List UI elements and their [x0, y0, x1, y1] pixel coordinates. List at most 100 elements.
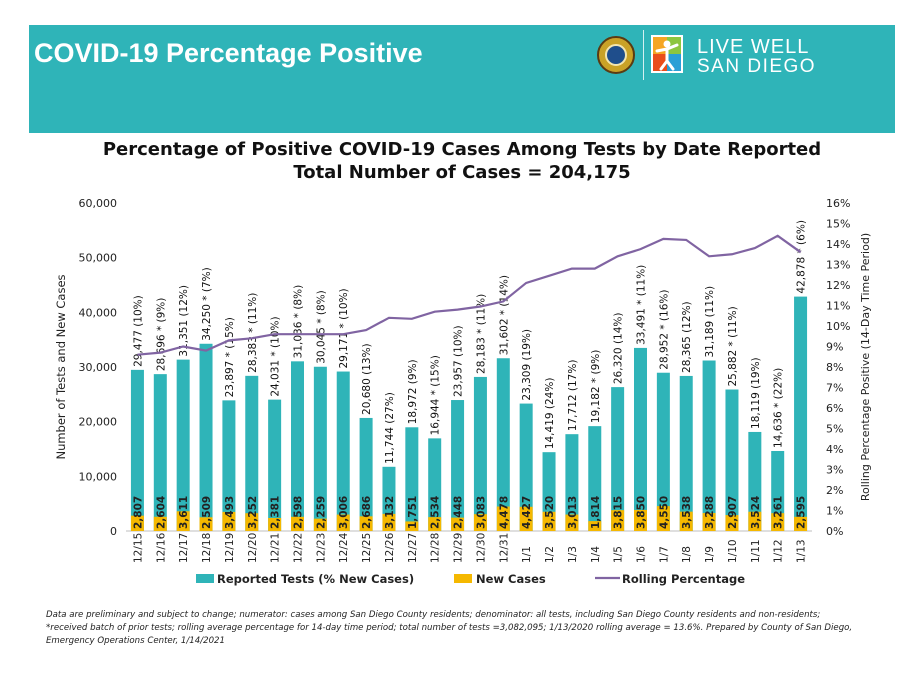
- tests-bar: [748, 431, 762, 531]
- new-cases-bar: [748, 511, 762, 531]
- new-cases-data-label: 3,520: [544, 496, 556, 529]
- tests-data-label: 33,491 * (11%): [636, 265, 648, 345]
- new-cases-data-label: 2,381: [270, 496, 282, 529]
- new-cases-bar: [176, 511, 190, 531]
- tests-bar: [565, 434, 579, 531]
- new-cases-bar: [588, 521, 602, 531]
- x-tick-label: 12/19: [224, 533, 236, 563]
- tests-bar: [222, 400, 236, 531]
- x-tick-label: 12/23: [315, 533, 327, 563]
- new-cases-data-label: 4,427: [521, 496, 533, 529]
- new-cases-data-label: 3,083: [475, 496, 487, 529]
- new-cases-data-label: 3,611: [178, 496, 190, 529]
- new-cases-bar: [656, 506, 670, 531]
- tests-data-label: 14,636 * (22%): [773, 368, 785, 448]
- new-cases-bar: [771, 513, 785, 531]
- new-cases-data-label: 2,448: [453, 496, 465, 529]
- new-cases-bar: [268, 517, 282, 531]
- x-tick-label: 1/10: [727, 539, 739, 563]
- y-tick-label: 50,000: [79, 252, 118, 265]
- new-cases-data-label: 3,132: [384, 496, 396, 529]
- x-tick-label: 1/4: [590, 546, 602, 563]
- new-cases-data-label: 3,538: [681, 496, 693, 529]
- tests-bar: [542, 452, 556, 531]
- logo-text-san-diego: SAN DIEGO: [697, 56, 817, 77]
- tests-data-label: 34,250 * (7%): [201, 267, 213, 341]
- x-tick-label: 1/1: [521, 546, 533, 563]
- x-tick-label: 12/22: [293, 533, 305, 563]
- y-tick-label: 60,000: [79, 197, 118, 210]
- new-cases-bar: [313, 518, 327, 531]
- tests-bar: [313, 366, 327, 531]
- new-cases-bar: [245, 513, 259, 531]
- new-cases-bar: [359, 516, 373, 531]
- tests-bar: [611, 387, 625, 531]
- tests-bar: [725, 389, 739, 531]
- new-cases-data-label: 1,814: [590, 496, 602, 529]
- x-tick-label: 12/15: [132, 533, 144, 563]
- tests-data-label: 18,119 (19%): [750, 357, 762, 429]
- tests-data-label: 26,320 (14%): [613, 313, 625, 385]
- tests-bar: [656, 372, 670, 531]
- tests-bar: [794, 296, 808, 531]
- tests-data-label: 29,477 (10%): [132, 295, 144, 367]
- tests-bar: [451, 400, 465, 531]
- x-tick-label: 12/31: [498, 533, 510, 563]
- chart-subtitle: Total Number of Cases = 204,175: [293, 162, 631, 183]
- new-cases-data-label: 3,261: [773, 496, 785, 529]
- new-cases-bar: [725, 515, 739, 531]
- new-cases-data-label: 3,850: [636, 496, 648, 529]
- tests-bar: [702, 360, 716, 531]
- y-tick-label: 0: [110, 525, 117, 538]
- new-cases-bar: [428, 517, 442, 531]
- x-tick-label: 12/17: [178, 533, 190, 563]
- y2-tick-label: 11%: [826, 300, 850, 313]
- tests-data-label: 28,952 * (16%): [658, 290, 670, 370]
- new-cases-bar: [611, 510, 625, 531]
- y-tick-label: 30,000: [79, 361, 118, 374]
- legend-swatch-new-cases: [454, 574, 472, 583]
- y2-tick-label: 14%: [826, 238, 850, 251]
- new-cases-bar: [199, 517, 213, 531]
- new-cases-data-label: 3,815: [613, 496, 625, 529]
- x-tick-label: 12/27: [407, 533, 419, 563]
- new-cases-bar: [473, 514, 487, 531]
- tests-bar: [679, 375, 693, 531]
- y2-tick-label: 3%: [826, 464, 843, 477]
- new-cases-bar: [222, 511, 236, 531]
- x-tick-label: 1/5: [613, 546, 625, 563]
- legend-swatch-tests: [196, 574, 214, 583]
- tests-bar: [291, 361, 304, 531]
- new-cases-data-label: 3,013: [567, 496, 579, 529]
- tests-bar: [519, 403, 533, 531]
- y2-tick-label: 2%: [826, 484, 843, 497]
- new-cases-data-label: 2,604: [155, 496, 167, 529]
- x-tick-label: 12/30: [475, 533, 487, 563]
- new-cases-data-label: 1,751: [407, 496, 419, 529]
- y2-tick-label: 8%: [826, 361, 843, 374]
- tests-data-label: 30,045 * (8%): [315, 290, 327, 364]
- new-cases-data-label: 2,509: [201, 496, 213, 529]
- new-cases-bar: [153, 516, 167, 531]
- new-cases-data-label: 4,550: [658, 496, 670, 529]
- tests-data-label: 42,878 * (6%): [796, 220, 808, 294]
- new-cases-data-label: 3,006: [338, 496, 350, 529]
- logo-divider: [643, 30, 644, 80]
- new-cases-data-label: 2,259: [315, 496, 327, 529]
- tests-bar: [588, 426, 602, 531]
- y2-tick-label: 6%: [826, 402, 843, 415]
- tests-bar: [634, 347, 647, 531]
- tests-data-label: 24,031 * (10%): [270, 316, 282, 396]
- y2-axis-label: Rolling Percentage Positive (14-Day Time…: [859, 233, 872, 501]
- new-cases-data-label: 3,493: [224, 496, 236, 529]
- y2-tick-label: 13%: [826, 259, 850, 272]
- chart-title: Percentage of Positive COVID-19 Cases Am…: [102, 139, 822, 160]
- tests-data-label: 19,182 * (9%): [590, 350, 602, 424]
- x-tick-label: 1/3: [567, 546, 579, 563]
- footnote: Data are preliminary and subject to chan…: [46, 609, 876, 648]
- tests-data-label: 31,189 (11%): [704, 286, 716, 358]
- tests-bar: [199, 343, 213, 531]
- tests-bar: [405, 427, 419, 531]
- tests-data-label: 29,171 * (10%): [338, 288, 350, 368]
